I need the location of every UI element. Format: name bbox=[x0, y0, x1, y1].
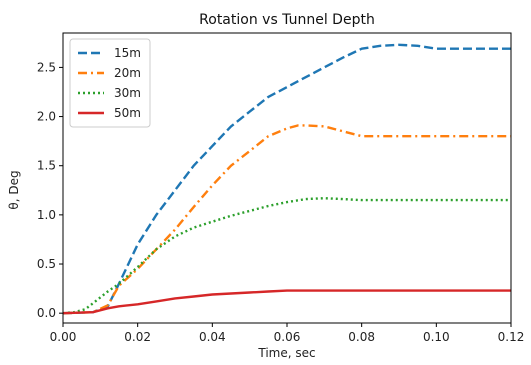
chart-title: Rotation vs Tunnel Depth bbox=[199, 12, 375, 28]
x-tick-label: 0.02 bbox=[124, 330, 151, 344]
series-line-30m bbox=[62, 196, 511, 315]
y-axis-label: θ, Deg bbox=[7, 170, 21, 209]
x-tick-label: 0.12 bbox=[498, 330, 525, 344]
x-tick-label: 0.00 bbox=[50, 330, 77, 344]
x-tick-label: 0.06 bbox=[274, 330, 301, 344]
legend-label-30m: 30m bbox=[114, 86, 141, 100]
series-line-50m bbox=[62, 289, 511, 315]
y-tick-label: 2.5 bbox=[37, 60, 56, 74]
legend-label-20m: 20m bbox=[114, 66, 141, 80]
x-tick-label: 0.04 bbox=[199, 330, 226, 344]
y-tick-label: 1.0 bbox=[37, 208, 56, 222]
x-tick-label: 0.10 bbox=[423, 330, 450, 344]
x-tick-label: 0.08 bbox=[348, 330, 375, 344]
plot-area: 0.00 0.02 0.04 0.06 0.08 0.10 0.12 0.0 0.5 1.0 1.5… bbox=[37, 32, 525, 344]
y-tick-label: 0.5 bbox=[37, 257, 56, 271]
y-tick-label: 2.0 bbox=[37, 110, 56, 124]
series-line-20m bbox=[62, 124, 511, 315]
x-axis-label: Time, sec bbox=[257, 346, 315, 360]
legend-box bbox=[69, 38, 151, 128]
y-tick-label: 0.0 bbox=[37, 306, 56, 320]
y-tick-label: 1.5 bbox=[37, 159, 56, 173]
legend-label-15m: 15m bbox=[114, 46, 141, 60]
legend-label-50m: 50m bbox=[114, 106, 141, 120]
